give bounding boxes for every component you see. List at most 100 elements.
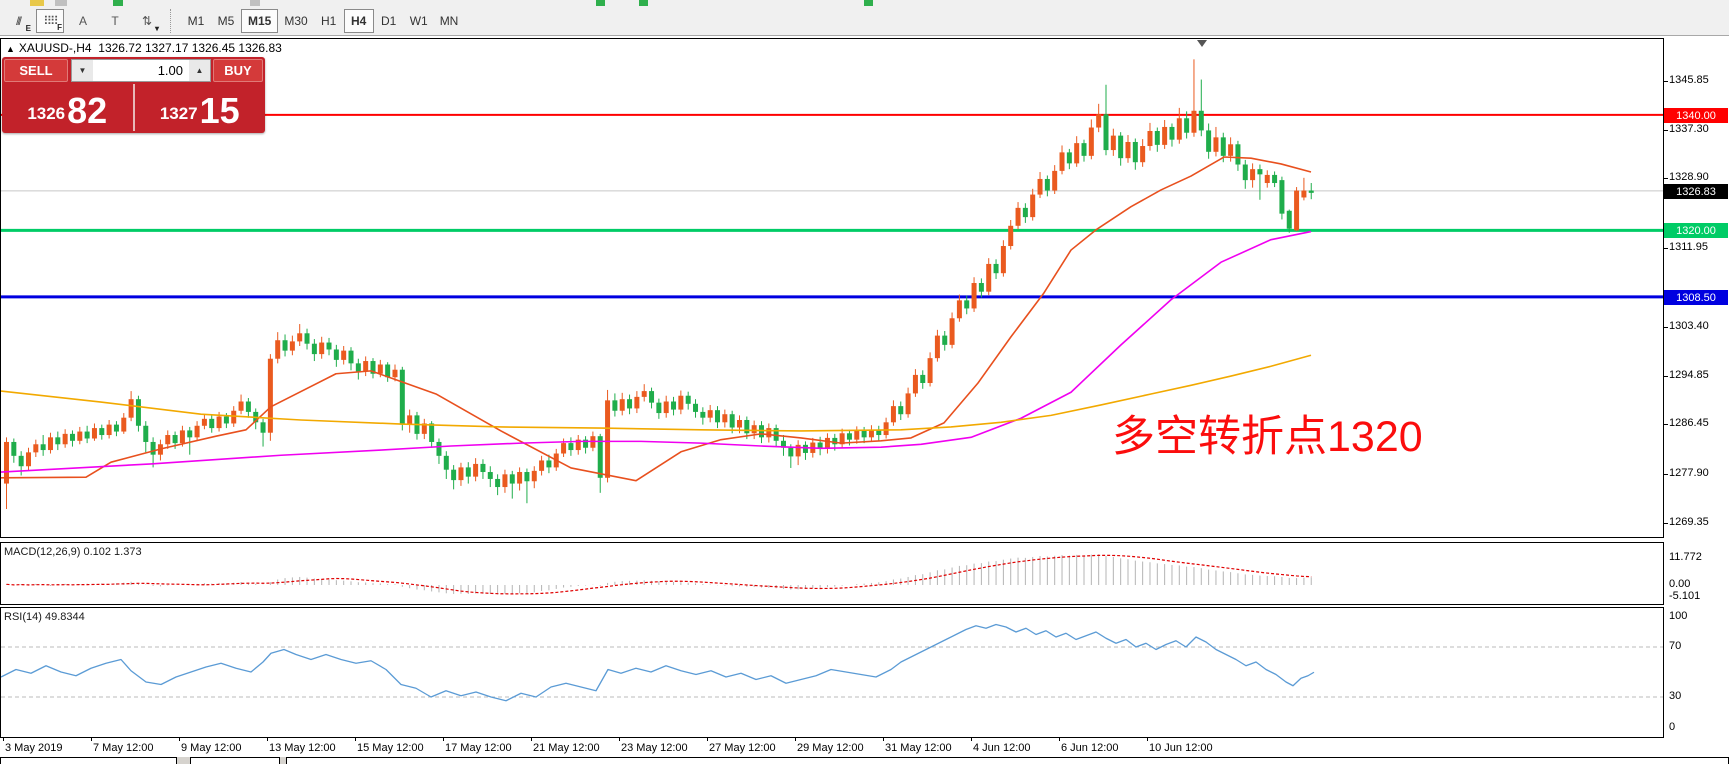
macd-pane[interactable]: [0, 542, 1664, 605]
clipped-icon-fragment: [250, 0, 260, 6]
price-tick: [1664, 178, 1668, 179]
rsi-chart: [1, 623, 1663, 702]
time-tick: [707, 738, 708, 741]
time-tick: [267, 738, 268, 741]
clipped-icon-fragment: [596, 0, 605, 6]
time-axis-label: 23 May 12:00: [621, 742, 688, 754]
rsi-axis-label: 100: [1669, 610, 1688, 622]
time-axis-label: 29 May 12:00: [797, 742, 864, 754]
timeframe-button-mn[interactable]: MN: [439, 13, 459, 28]
time-axis-label: 7 May 12:00: [93, 742, 154, 754]
window-tab[interactable]: [190, 757, 280, 764]
time-axis-label: 15 May 12:00: [357, 742, 424, 754]
volume-stepper: ▼ ▲: [71, 59, 211, 82]
time-axis-label: 10 Jun 12:00: [1149, 742, 1213, 754]
time-axis-label: 17 May 12:00: [445, 742, 512, 754]
chart-shift-marker-icon[interactable]: [1197, 40, 1207, 47]
collapse-icon[interactable]: ▲: [6, 44, 15, 54]
time-axis-label: 21 May 12:00: [533, 742, 600, 754]
macd-chart: [6, 554, 1312, 595]
window-tab[interactable]: [0, 757, 177, 764]
buy-price-small: 1327: [159, 104, 198, 123]
ohlc-values: 1326.72 1327.17 1326.45 1326.83: [98, 41, 282, 55]
time-tick: [619, 738, 620, 741]
time-axis-label: 6 Jun 12:00: [1061, 742, 1119, 754]
volume-increase-button[interactable]: ▲: [189, 60, 210, 81]
price-axis-label: 1337.30: [1669, 123, 1709, 135]
chart-annotation-text: 多空转折点1320: [1112, 413, 1423, 461]
time-axis[interactable]: 3 May 2019 7 May 12:00 9 May 12:00 13 May 1…: [0, 738, 1729, 757]
buy-price-big: 15: [199, 89, 240, 131]
rsi-axis-label: 0: [1669, 721, 1676, 733]
window-tab-strip: [0, 757, 1729, 764]
main-chart-pane[interactable]: [0, 38, 1664, 538]
price-axis-label: 1311.95: [1669, 241, 1708, 253]
volume-decrease-button[interactable]: ▼: [72, 60, 93, 81]
price-tick: [1664, 424, 1668, 425]
sell-price[interactable]: 1326 82: [2, 84, 135, 131]
toolbar-divider: [170, 8, 175, 33]
time-tick: [179, 738, 180, 741]
sell-price-small: 1326: [27, 104, 66, 123]
time-tick: [1059, 738, 1060, 741]
timeframe-button-m5[interactable]: M5: [217, 13, 235, 28]
price-badge: 1320.00: [1664, 223, 1728, 238]
clipped-icon-fragment: [113, 0, 123, 6]
volume-input[interactable]: [93, 60, 189, 81]
rsi-label: RSI(14) 49.8344: [4, 611, 85, 623]
text-label-tool-icon[interactable]: T: [111, 13, 118, 28]
timeframe-button-m1[interactable]: M1: [187, 13, 205, 28]
toolbar: ///E ⠿⠿ F A T ⇅ ▾ M1 M5 M15 M30 H1 H4 D1 W1 MN: [0, 6, 1729, 36]
buy-button[interactable]: BUY: [213, 59, 263, 82]
sell-button[interactable]: SELL: [4, 59, 68, 82]
price-tick: [1664, 248, 1668, 249]
timeframe-button-h1[interactable]: H1: [321, 13, 337, 28]
timeframe-button-m30[interactable]: M30: [284, 13, 308, 28]
time-tick: [355, 738, 356, 741]
clipped-icon-fragment: [30, 0, 44, 6]
window-tab[interactable]: [286, 757, 1729, 764]
timeframe-button-w1[interactable]: W1: [409, 13, 428, 28]
price-tick: [1664, 474, 1668, 475]
price-badge: 1308.50: [1664, 290, 1728, 305]
macd-label: MACD(12,26,9) 0.102 1.373: [4, 546, 142, 558]
price-axis-label: 1345.85: [1669, 74, 1709, 86]
price-tick: [1664, 81, 1668, 82]
sell-price-big: 82: [67, 89, 108, 131]
clipped-icon-fragment: [864, 0, 873, 6]
rsi-axis-label: 30: [1669, 690, 1682, 702]
price-badge: 1326.83: [1664, 184, 1728, 199]
time-axis-label: 4 Jun 12:00: [973, 742, 1031, 754]
time-tick: [443, 738, 444, 741]
price-tick: [1664, 376, 1668, 377]
macd-axis-label: 0.00: [1669, 578, 1691, 590]
clipped-icon-fragment: [55, 0, 67, 6]
arrows-tool-icon[interactable]: ⇅ ▾: [141, 13, 159, 33]
time-axis-label: 27 May 12:00: [709, 742, 776, 754]
fibonacci-tool-icon[interactable]: ⠿⠿ F: [36, 8, 64, 33]
time-tick: [531, 738, 532, 741]
time-tick: [1147, 738, 1148, 741]
timeframe-button-h4[interactable]: H4: [343, 8, 374, 33]
rsi-pane[interactable]: [0, 607, 1664, 738]
timeframe-button-d1[interactable]: D1: [381, 13, 397, 28]
clipped-toolbar-row: [0, 0, 1729, 6]
price-axis-label: 1303.40: [1669, 320, 1709, 332]
price-axis-label: 1269.35: [1669, 516, 1709, 528]
price-tick: [1664, 327, 1668, 328]
clipped-icon-fragment: [639, 0, 648, 6]
text-tool-icon[interactable]: A: [78, 13, 87, 28]
symbol-label: XAUUSD-,H4: [18, 41, 92, 55]
time-tick: [883, 738, 884, 741]
time-tick: [3, 738, 4, 741]
candlestick-chart: [1, 59, 1663, 510]
rsi-axis-label: 70: [1669, 640, 1682, 652]
equidistant-channel-tool-icon[interactable]: ///E: [15, 13, 31, 33]
one-click-trading-panel: SELL ▼ ▲ BUY 1326 82 1327 15: [2, 57, 265, 133]
time-tick: [971, 738, 972, 741]
price-axis-label: 1328.90: [1669, 171, 1709, 183]
buy-price[interactable]: 1327 15: [135, 84, 266, 131]
price-tick: [1664, 130, 1668, 131]
timeframe-button-m15[interactable]: M15: [241, 8, 279, 33]
macd-axis-label: -5.101: [1669, 590, 1701, 602]
